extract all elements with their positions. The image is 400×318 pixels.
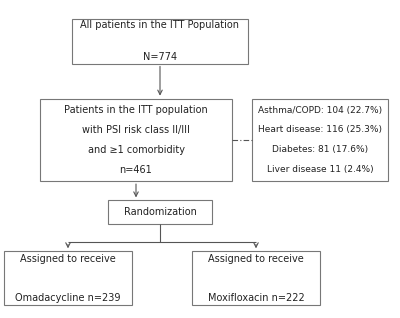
Text: Assigned to receive: Assigned to receive <box>20 254 116 264</box>
Text: n=461: n=461 <box>120 165 152 175</box>
FancyBboxPatch shape <box>192 251 320 305</box>
Text: N=774: N=774 <box>143 52 177 62</box>
Text: All patients in the ITT Population: All patients in the ITT Population <box>80 20 240 30</box>
Text: with PSI risk class II/III: with PSI risk class II/III <box>82 125 190 135</box>
FancyBboxPatch shape <box>4 251 132 305</box>
FancyBboxPatch shape <box>252 99 388 181</box>
Text: Assigned to receive: Assigned to receive <box>208 254 304 264</box>
Text: Liver disease 11 (2.4%): Liver disease 11 (2.4%) <box>267 165 373 174</box>
Text: and ≥1 comorbidity: and ≥1 comorbidity <box>88 145 184 155</box>
FancyBboxPatch shape <box>40 99 232 181</box>
Text: Heart disease: 116 (25.3%): Heart disease: 116 (25.3%) <box>258 126 382 135</box>
Text: Patients in the ITT population: Patients in the ITT population <box>64 105 208 115</box>
FancyBboxPatch shape <box>108 200 212 224</box>
Text: Moxifloxacin n=222: Moxifloxacin n=222 <box>208 293 304 303</box>
Text: Asthma/COPD: 104 (22.7%): Asthma/COPD: 104 (22.7%) <box>258 106 382 115</box>
FancyBboxPatch shape <box>72 19 248 64</box>
Text: Randomization: Randomization <box>124 207 196 217</box>
Text: Omadacycline n=239: Omadacycline n=239 <box>15 293 121 303</box>
Text: Diabetes: 81 (17.6%): Diabetes: 81 (17.6%) <box>272 145 368 154</box>
